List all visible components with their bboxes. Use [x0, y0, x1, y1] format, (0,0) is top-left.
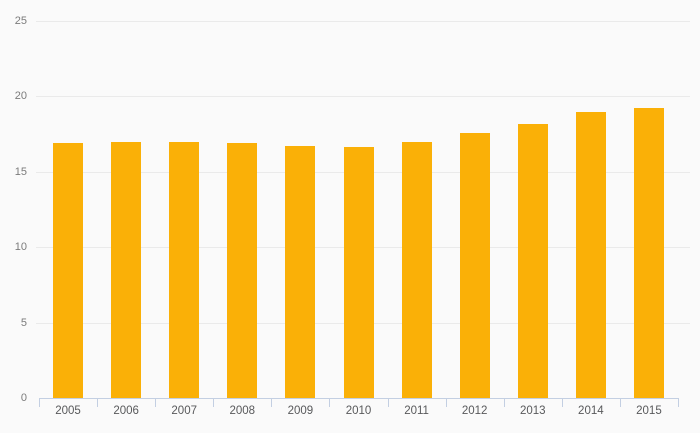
x-tick-label: 2006 [113, 405, 139, 417]
x-tick-label: 2015 [636, 405, 662, 417]
x-tick-label: 2010 [345, 405, 372, 417]
y-tick-label: 15 [14, 165, 27, 178]
bar[interactable] [401, 142, 432, 398]
x-axis-tick [97, 398, 98, 407]
bar[interactable] [343, 146, 374, 398]
x-axis-tick [562, 398, 563, 407]
bar[interactable] [517, 124, 548, 398]
x-axis-tick [446, 398, 447, 407]
x-axis-tick [388, 398, 389, 407]
x-axis-tick [39, 398, 40, 407]
x-tick-label: 2011 [404, 405, 429, 417]
y-tick-label: 0 [20, 392, 27, 404]
bar[interactable] [169, 142, 200, 398]
bar[interactable] [633, 108, 664, 398]
x-tick-label: 2014 [578, 405, 604, 417]
y-tick-label: 5 [20, 316, 27, 329]
gridline [36, 21, 690, 22]
x-tick-label: 2005 [55, 405, 81, 417]
bar[interactable] [111, 141, 142, 398]
bar[interactable] [53, 143, 84, 398]
y-tick-label: 10 [14, 241, 27, 254]
x-tick-label: 2009 [287, 405, 314, 417]
x-axis-line [39, 398, 678, 399]
x-tick-label: 2007 [171, 405, 197, 417]
bar[interactable] [285, 146, 316, 398]
x-tick-label: 2013 [519, 405, 546, 417]
y-tick-label: 25 [14, 15, 27, 27]
x-axis-tick [504, 398, 505, 407]
x-axis-tick [678, 398, 679, 407]
y-tick-label: 20 [14, 90, 27, 103]
x-axis-tick [155, 398, 156, 407]
x-axis-tick [329, 398, 330, 407]
x-tick-label: 2008 [229, 405, 256, 417]
bar[interactable] [575, 112, 606, 398]
x-axis-tick [213, 398, 214, 407]
x-axis-tick [271, 398, 272, 407]
bar[interactable] [459, 133, 490, 398]
x-tick-label: 2012 [461, 405, 488, 417]
bar[interactable] [227, 143, 258, 398]
x-axis-tick [620, 398, 621, 407]
gridline [36, 96, 690, 98]
